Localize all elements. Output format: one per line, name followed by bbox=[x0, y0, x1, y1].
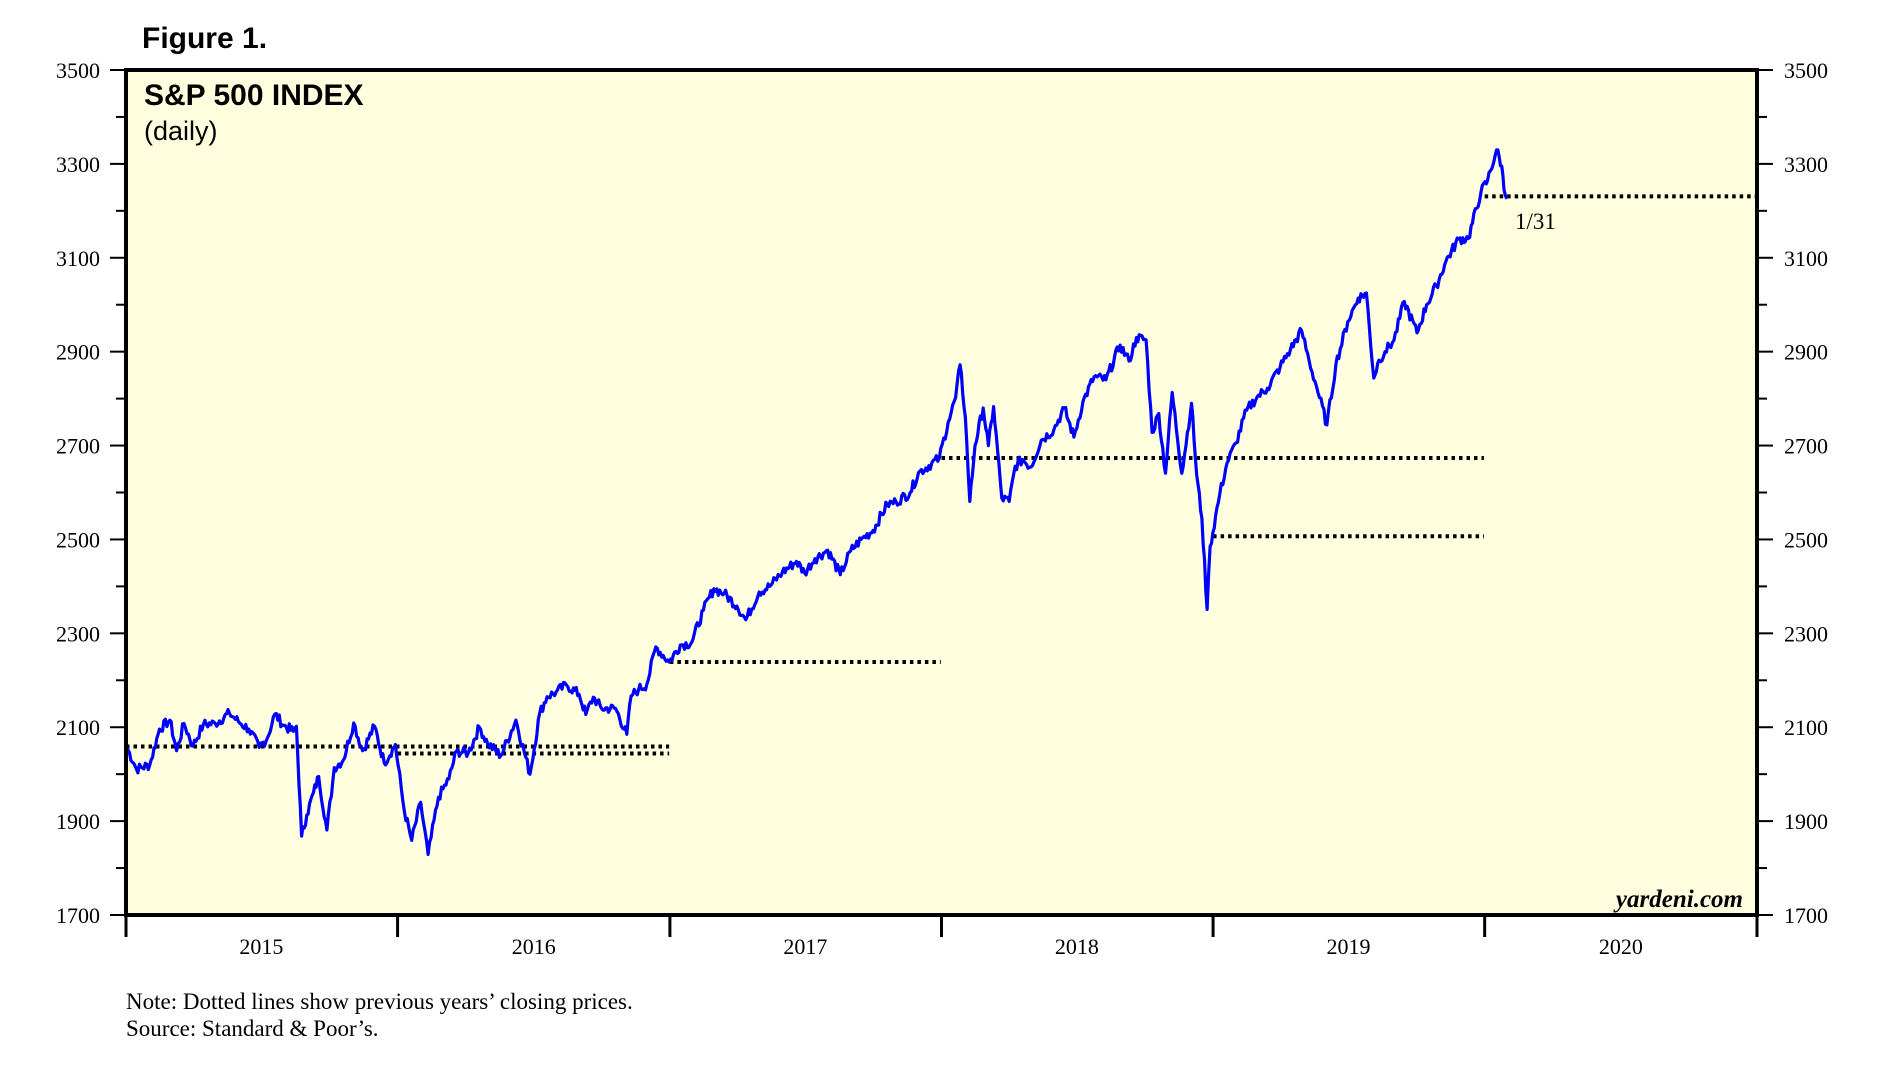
x-tick-label: 2016 bbox=[512, 934, 556, 959]
x-tick-label: 2018 bbox=[1055, 934, 1099, 959]
chart-title: S&P 500 INDEX bbox=[144, 79, 364, 112]
y-tick-label-right: 3300 bbox=[1784, 152, 1828, 177]
y-tick-label-left: 2100 bbox=[56, 715, 100, 740]
x-tick-label: 2015 bbox=[239, 934, 283, 959]
y-tick-label-left: 2700 bbox=[56, 434, 100, 459]
y-tick-label-left: 1900 bbox=[56, 809, 100, 834]
y-tick-label-left: 2300 bbox=[56, 621, 100, 646]
watermark: yardeni.com bbox=[1613, 886, 1743, 913]
series-line bbox=[125, 148, 1509, 857]
y-tick-label-right: 1900 bbox=[1784, 809, 1828, 834]
y-tick-label-left: 2500 bbox=[56, 527, 100, 552]
figure-label: Figure 1. bbox=[142, 22, 267, 55]
y-axis-right: 1700 1900 2100 2300 2500 2700 2900 3100 3300 3500 bbox=[1757, 58, 1828, 928]
y-tick-label-left: 2900 bbox=[56, 340, 100, 365]
plot-area bbox=[126, 70, 1757, 915]
x-axis: 2015 2016 2017 2018 2019 2020 bbox=[124, 915, 1759, 959]
y-tick-label-right: 3500 bbox=[1784, 58, 1828, 83]
y-tick-label-right: 3100 bbox=[1784, 246, 1828, 271]
y-tick-label-left: 3100 bbox=[56, 246, 100, 271]
y-axis-left: 1700 1900 2100 2300 2500 2700 2900 3100 3300 3500 bbox=[56, 58, 126, 928]
series-layer bbox=[125, 148, 1509, 857]
y-tick-label-right: 1700 bbox=[1784, 903, 1828, 928]
note-text: Note: Dotted lines show previous years’ … bbox=[126, 989, 633, 1014]
x-tick-label: 2020 bbox=[1599, 934, 1643, 959]
y-tick-label-right: 2100 bbox=[1784, 715, 1828, 740]
y-tick-label-right: 2500 bbox=[1784, 527, 1828, 552]
y-tick-label-right: 2300 bbox=[1784, 621, 1828, 646]
source-text: Source: Standard & Poor’s. bbox=[126, 1016, 379, 1041]
x-tick-label: 2019 bbox=[1327, 934, 1371, 959]
y-tick-label-right: 2700 bbox=[1784, 434, 1828, 459]
y-tick-label-left: 3500 bbox=[56, 58, 100, 83]
chart-subtitle: (daily) bbox=[144, 116, 218, 146]
y-tick-label-right: 2900 bbox=[1784, 340, 1828, 365]
annotation-label: 1/31 bbox=[1515, 209, 1556, 234]
reference-lines bbox=[126, 194, 1757, 756]
x-tick-label: 2017 bbox=[783, 934, 827, 959]
y-tick-label-left: 1700 bbox=[56, 903, 100, 928]
y-tick-label-left: 3300 bbox=[56, 152, 100, 177]
